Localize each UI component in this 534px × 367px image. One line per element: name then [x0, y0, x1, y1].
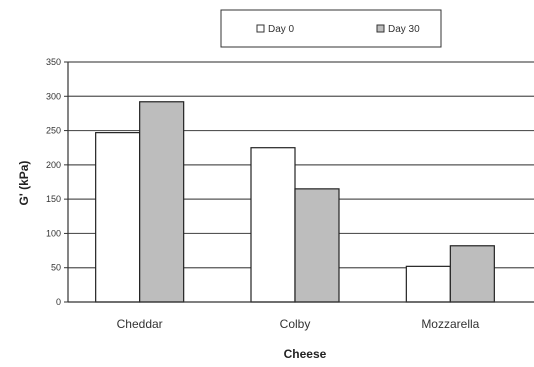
bar-colby-day-30 [294, 188, 340, 303]
x-category-label: Cheddar [117, 317, 163, 331]
y-tick-label: 300 [46, 91, 61, 101]
bars [95, 101, 495, 303]
y-tick-label: 0 [56, 297, 61, 307]
x-axis-categories: Cheddar Colby Mozzarella [117, 317, 480, 331]
bar-mozzarella-day-30 [449, 245, 495, 303]
legend: Day 0 Day 30 [220, 9, 442, 48]
x-category-label: Colby [280, 317, 311, 331]
legend-swatch-day-30 [376, 24, 385, 33]
axes [67, 62, 534, 303]
x-axis-title: Cheese [284, 347, 327, 361]
bar-cheddar-day-30 [139, 101, 185, 303]
bar-cheddar-day-0 [95, 132, 141, 303]
y-axis-ticks: 0 50 100 150 200 250 300 350 [46, 57, 68, 307]
legend-swatch-day-0 [256, 24, 265, 33]
y-tick-label: 250 [46, 126, 61, 136]
bar-mozzarella-day-0 [405, 265, 451, 303]
bar-colby-day-0 [250, 147, 296, 303]
y-tick-label: 100 [46, 228, 61, 238]
y-tick-label: 350 [46, 57, 61, 67]
y-tick-label: 50 [51, 263, 61, 273]
y-tick-label: 200 [46, 160, 61, 170]
x-category-label: Mozzarella [421, 317, 479, 331]
y-tick-label: 150 [46, 194, 61, 204]
legend-label-day-30: Day 30 [388, 24, 420, 35]
y-axis-title: G' (kPa) [17, 161, 31, 206]
legend-label-day-0: Day 0 [268, 24, 295, 35]
